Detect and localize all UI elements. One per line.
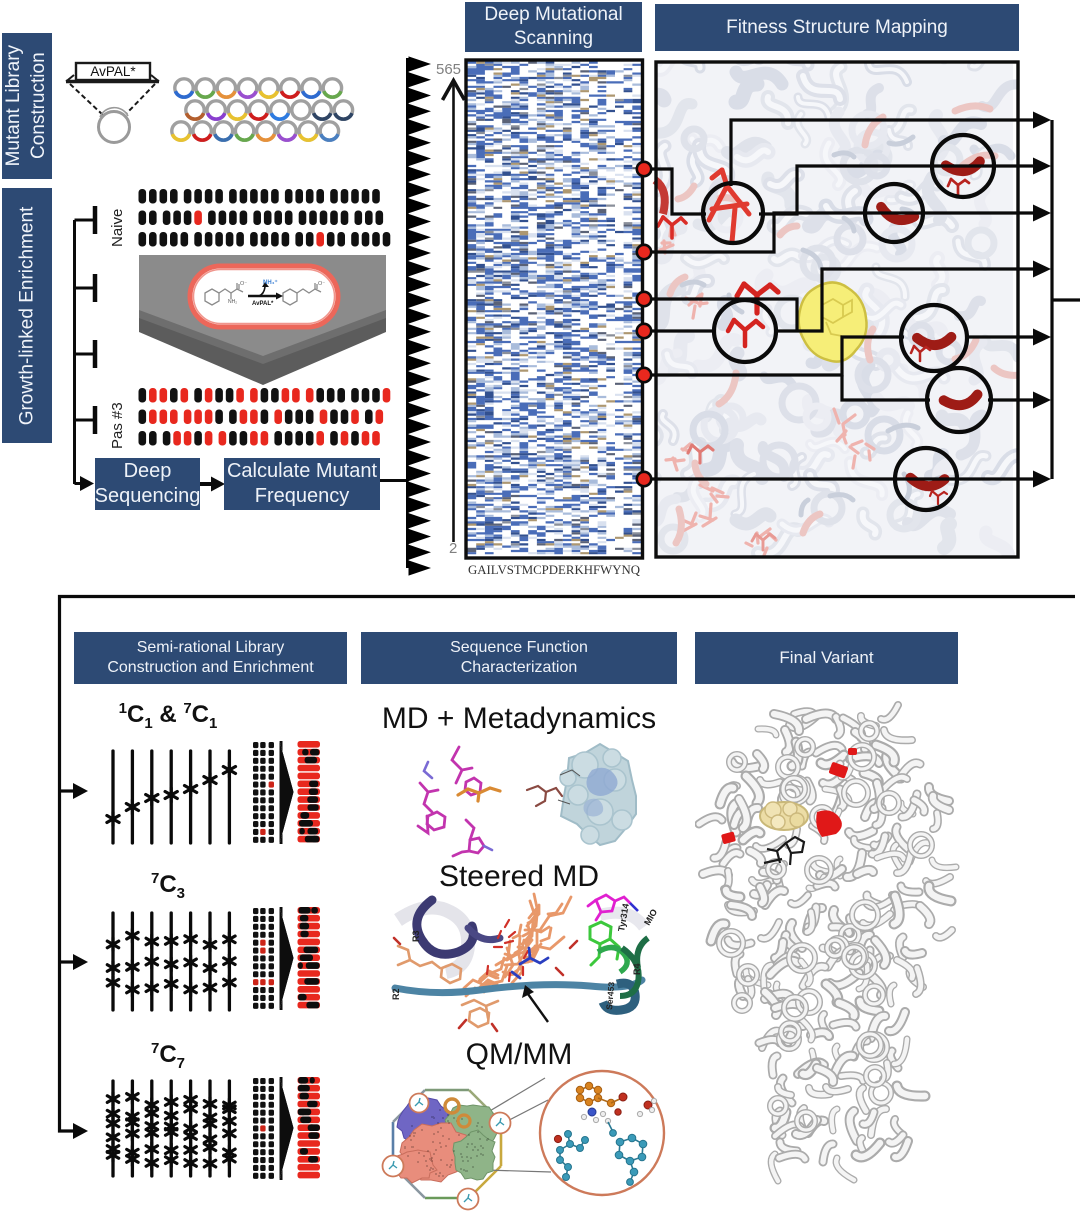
svg-text:Tyr314: Tyr314 <box>616 903 631 933</box>
svg-text:Naive: Naive <box>109 209 126 247</box>
svg-text:AvPAL*: AvPAL* <box>90 64 136 79</box>
svg-text:R2: R2 <box>391 988 401 1000</box>
svg-text:R3: R3 <box>411 930 421 942</box>
svg-text:565: 565 <box>436 61 461 78</box>
svg-text:GAILVSTMCPDERKHFWYNQ: GAILVSTMCPDERKHFWYNQ <box>468 563 640 577</box>
svg-text:O⁻: O⁻ <box>240 281 247 287</box>
svg-text:NH₂: NH₂ <box>228 299 237 305</box>
svg-text:2: 2 <box>449 540 457 557</box>
svg-text:NH₄⁺: NH₄⁺ <box>263 279 278 286</box>
svg-text:O⁻: O⁻ <box>318 281 325 287</box>
svg-text:MIO: MIO <box>642 907 659 927</box>
svg-text:Ser453: Ser453 <box>604 981 616 1010</box>
svg-text:R4: R4 <box>632 963 642 975</box>
svg-text:Pas #3: Pas #3 <box>109 402 126 449</box>
svg-text:AvPAL*: AvPAL* <box>252 301 274 307</box>
